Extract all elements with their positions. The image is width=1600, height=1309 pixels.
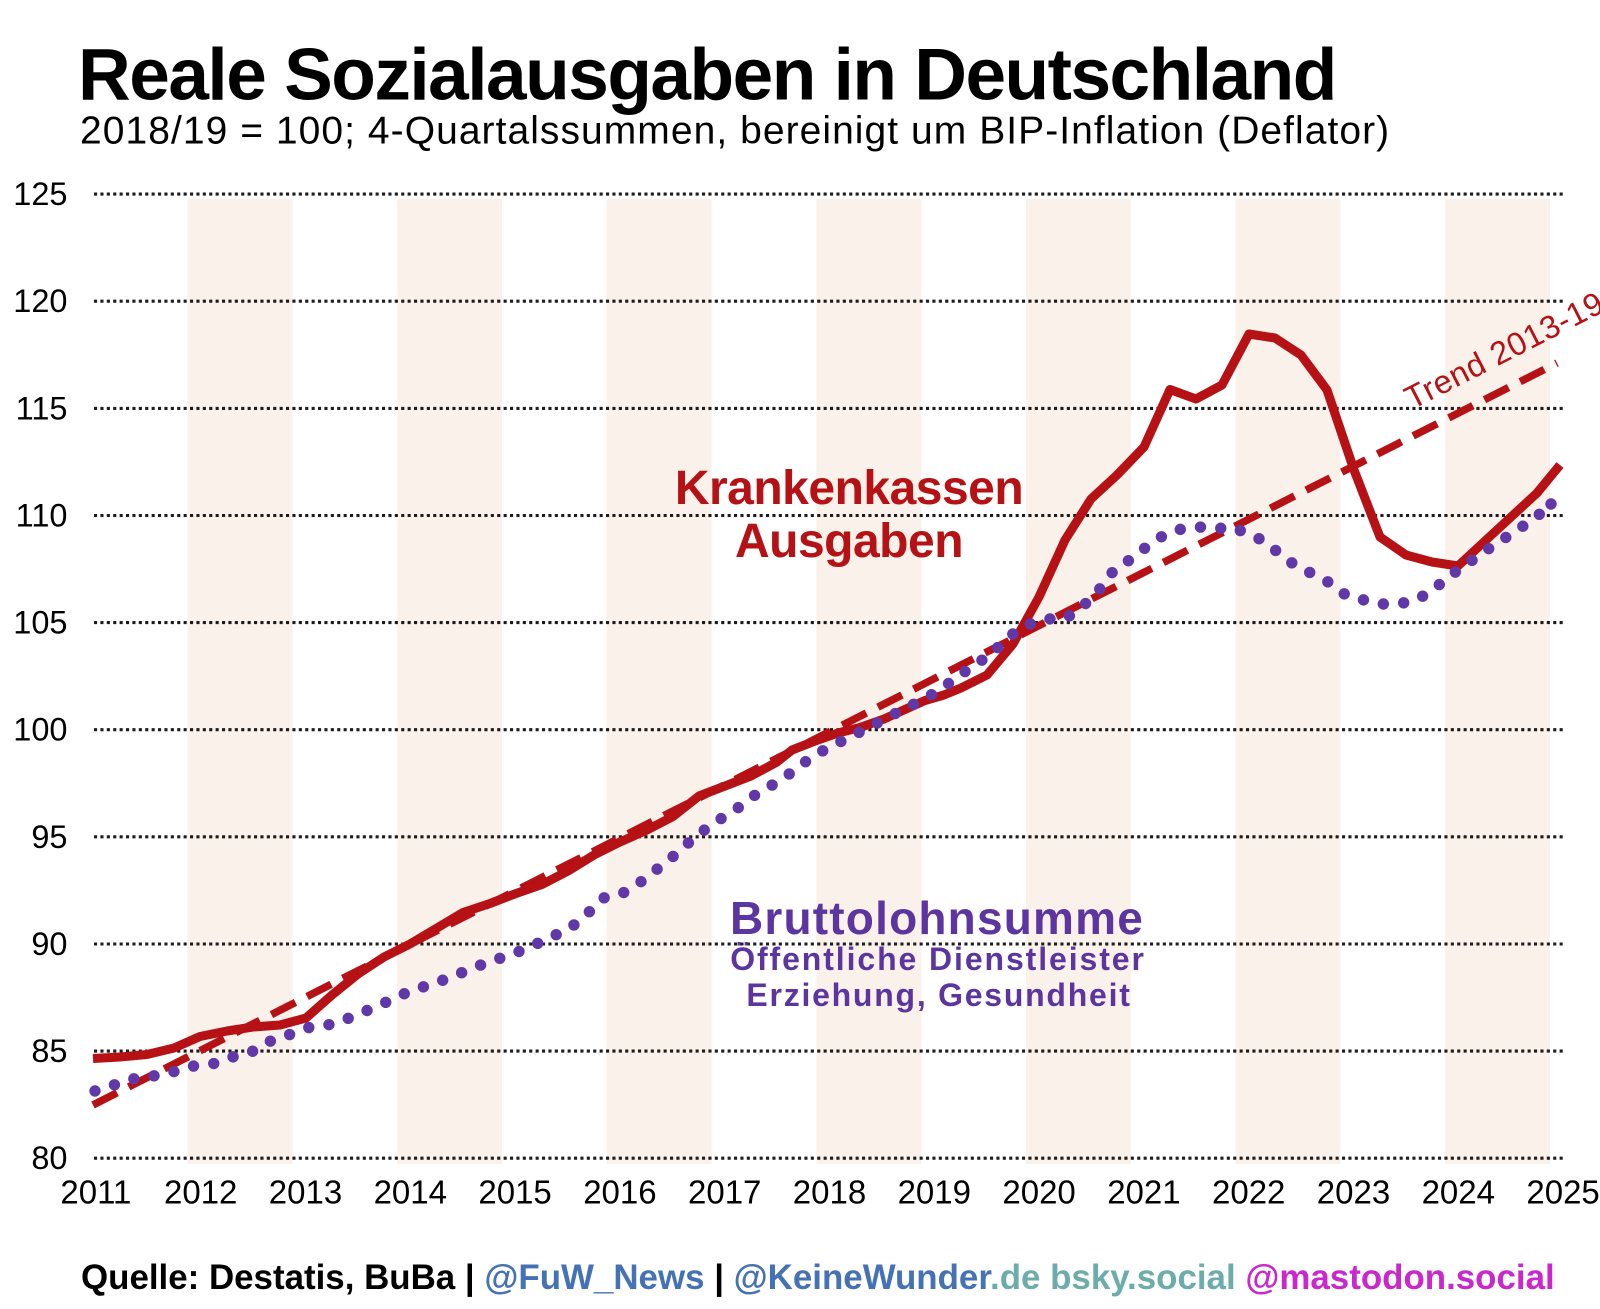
svg-text:2020: 2020 xyxy=(1002,1174,1075,1211)
svg-text:2018: 2018 xyxy=(793,1174,866,1211)
svg-text:95: 95 xyxy=(31,819,67,855)
svg-text:90: 90 xyxy=(31,926,67,962)
svg-text:2025: 2025 xyxy=(1526,1174,1599,1211)
svg-text:2019: 2019 xyxy=(898,1174,971,1211)
svg-text:Ausgaben: Ausgaben xyxy=(735,515,963,568)
svg-text:Öffentliche Dienstleister: Öffentliche Dienstleister xyxy=(730,941,1146,977)
svg-text:2015: 2015 xyxy=(478,1174,551,1211)
svg-text:Quelle: Destatis, BuBa | @FuW_: Quelle: Destatis, BuBa | @FuW_News | @Ke… xyxy=(81,1258,1555,1297)
svg-text:2023: 2023 xyxy=(1317,1174,1390,1211)
svg-text:2018/19 = 100; 4-Quartalssumme: 2018/19 = 100; 4-Quartalssummen, bereini… xyxy=(80,110,1390,153)
svg-text:2016: 2016 xyxy=(583,1174,656,1211)
svg-text:120: 120 xyxy=(13,283,67,319)
svg-text:85: 85 xyxy=(31,1033,67,1069)
svg-text:80: 80 xyxy=(31,1140,67,1176)
svg-text:100: 100 xyxy=(13,712,67,748)
svg-text:105: 105 xyxy=(13,605,67,641)
svg-text:Reale Sozialausgaben in Deutsc: Reale Sozialausgaben in Deutschland xyxy=(78,35,1336,116)
svg-text:Erziehung, Gesundheit: Erziehung, Gesundheit xyxy=(746,977,1131,1013)
svg-text:2011: 2011 xyxy=(60,1174,131,1211)
svg-text:2024: 2024 xyxy=(1422,1174,1495,1211)
svg-text:2022: 2022 xyxy=(1212,1174,1285,1211)
svg-text:115: 115 xyxy=(16,390,68,426)
svg-text:Krankenkassen: Krankenkassen xyxy=(675,462,1023,515)
svg-text:2021: 2021 xyxy=(1107,1174,1180,1211)
svg-text:2013: 2013 xyxy=(269,1174,342,1211)
svg-text:Bruttolohnsumme: Bruttolohnsumme xyxy=(730,892,1144,944)
svg-text:2017: 2017 xyxy=(688,1174,761,1211)
svg-text:2014: 2014 xyxy=(374,1174,447,1211)
svg-text:110: 110 xyxy=(16,498,68,534)
svg-text:2012: 2012 xyxy=(164,1174,237,1211)
svg-text:125: 125 xyxy=(13,176,67,212)
